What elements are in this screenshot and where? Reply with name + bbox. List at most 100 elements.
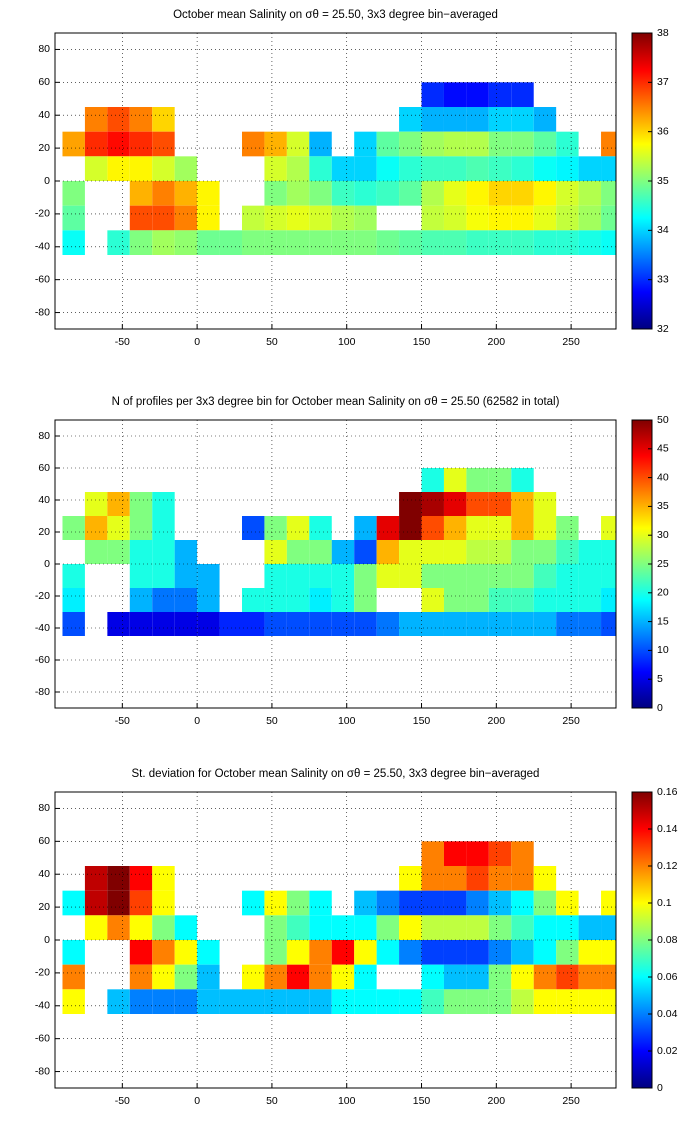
cell <box>488 989 512 1014</box>
cell <box>309 516 332 540</box>
cell <box>84 915 108 940</box>
cell <box>511 82 534 107</box>
cell <box>354 890 377 916</box>
cell <box>62 205 85 231</box>
cell <box>129 890 153 916</box>
cell <box>399 492 422 516</box>
cell <box>309 588 332 612</box>
cell <box>62 588 85 612</box>
x-tick-label: 100 <box>338 336 356 348</box>
y-tick-label: -80 <box>35 686 50 698</box>
cell <box>421 989 444 1014</box>
cell <box>399 230 422 255</box>
cell <box>309 612 332 636</box>
cell <box>578 540 602 564</box>
colorbar-label: 25 <box>657 558 669 570</box>
cell <box>242 516 265 540</box>
cell <box>488 564 512 588</box>
cell <box>107 540 130 564</box>
x-tick-label: 150 <box>413 715 431 727</box>
cell <box>443 841 467 866</box>
cell <box>511 940 534 965</box>
y-tick-label: 80 <box>38 43 50 55</box>
cell <box>129 107 153 132</box>
cell <box>443 540 467 564</box>
cell <box>443 989 467 1014</box>
cell <box>556 940 579 965</box>
cell <box>309 156 332 181</box>
colorbar-label: 38 <box>657 27 669 39</box>
y-tick-label: 20 <box>38 526 50 538</box>
cell <box>488 156 512 181</box>
cell <box>129 866 153 891</box>
cell <box>443 890 467 916</box>
cell <box>84 156 108 181</box>
cell <box>129 230 153 255</box>
cell <box>443 131 467 157</box>
cell <box>152 107 175 132</box>
cell <box>264 205 287 231</box>
y-tick-label: 60 <box>38 76 50 88</box>
cell <box>511 205 534 231</box>
cell <box>399 940 422 965</box>
cell <box>488 964 512 990</box>
cell <box>421 915 444 940</box>
cell <box>354 915 377 940</box>
cell <box>107 989 130 1014</box>
cell <box>264 989 287 1014</box>
cell <box>421 612 444 636</box>
cell <box>533 156 557 181</box>
cell <box>264 131 287 157</box>
cell <box>399 564 422 588</box>
cell <box>399 131 422 157</box>
cell <box>174 156 198 181</box>
cell <box>286 205 310 231</box>
cell <box>488 107 512 132</box>
colorbar-label: 34 <box>657 224 669 236</box>
cell <box>62 989 85 1014</box>
cell <box>511 107 534 132</box>
cell <box>354 131 377 157</box>
cell <box>62 131 85 157</box>
cell <box>466 841 489 866</box>
cell <box>84 516 108 540</box>
colorbar-label: 0 <box>657 702 663 714</box>
cell <box>578 588 602 612</box>
cell <box>511 156 534 181</box>
cell <box>286 588 310 612</box>
colorbar-label: 33 <box>657 273 669 285</box>
cell <box>354 989 377 1014</box>
cell <box>578 964 602 990</box>
cell <box>331 612 355 636</box>
cell <box>152 964 175 990</box>
cell <box>488 915 512 940</box>
cell <box>174 181 198 206</box>
y-tick-label: -20 <box>35 967 50 979</box>
cell <box>152 564 175 588</box>
cell <box>511 841 534 866</box>
cell <box>286 516 310 540</box>
y-tick-label: -60 <box>35 1032 50 1044</box>
cell <box>601 989 616 1014</box>
cell <box>197 205 220 231</box>
cell <box>511 516 534 540</box>
cell <box>309 915 332 940</box>
cell <box>354 588 377 612</box>
x-tick-label: 50 <box>266 336 278 348</box>
cell <box>376 131 400 157</box>
cell <box>466 181 489 206</box>
cell <box>533 230 557 255</box>
cell <box>152 205 175 231</box>
cell <box>286 612 310 636</box>
cell <box>264 540 287 564</box>
cell <box>376 564 400 588</box>
cell <box>556 156 579 181</box>
cell <box>601 964 616 990</box>
cell <box>421 588 444 612</box>
x-tick-label: 200 <box>488 1095 506 1107</box>
cell <box>286 989 310 1014</box>
cell <box>421 564 444 588</box>
colorbar-label: 0.12 <box>657 860 678 872</box>
cell <box>376 156 400 181</box>
